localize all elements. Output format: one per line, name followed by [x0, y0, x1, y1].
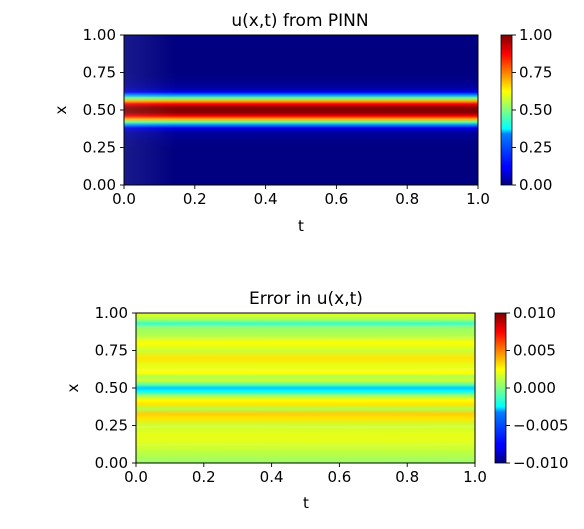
- error-y-label: x: [64, 383, 82, 392]
- error-streaks: [135, 324, 476, 462]
- x-tick-label: 0.4: [254, 190, 278, 208]
- y-tick-label: 0.00: [83, 176, 116, 194]
- error-streak: [135, 354, 476, 358]
- y-tick-label: 0.75: [95, 342, 128, 360]
- colorbar-tick-label: 0.50: [519, 101, 552, 119]
- u-heatmap-edge-shade: [124, 35, 478, 185]
- y-tick-label: 0.25: [95, 417, 128, 435]
- y-tick-label: 0.50: [83, 101, 116, 119]
- colorbar-tick-label: 0.00: [519, 176, 552, 194]
- x-tick-label: 0.2: [183, 190, 207, 208]
- error-panel: Error in u(x,t) 0.0 0.2 0.4 0.6 0.8 1.0 0.000…: [64, 289, 569, 512]
- error-streak: [135, 411, 476, 415]
- u-x-ticks: 0.0 0.2 0.4 0.6 0.8 1.0: [112, 185, 490, 208]
- colorbar-tick-label: 0.75: [519, 64, 552, 82]
- y-tick-label: 0.00: [95, 454, 128, 472]
- x-tick-label: 1.0: [466, 190, 490, 208]
- colorbar-tick-label: 0.25: [519, 139, 552, 157]
- x-tick-label: 0.6: [324, 190, 348, 208]
- u-y-ticks: 0.00 0.25 0.50 0.75 1.00: [83, 26, 124, 194]
- y-tick-label: 0.75: [83, 64, 116, 82]
- error-streak: [135, 424, 476, 429]
- x-tick-label: 0.0: [124, 468, 148, 486]
- error-streak: [135, 324, 476, 328]
- colorbar-tick-label: 1.00: [519, 26, 552, 44]
- error-streak: [135, 393, 476, 397]
- error-x-ticks: 0.0 0.2 0.4 0.6 0.8 1.0: [124, 463, 487, 486]
- error-streak: [135, 442, 476, 447]
- colorbar-tick-label: 0.005: [513, 342, 556, 360]
- u-panel: u(x,t) from PINN 0.0 0.2 0.4 0.6 0.8 1.0 0.00…: [52, 11, 552, 235]
- x-tick-label: 0.8: [395, 468, 419, 486]
- error-x-label: t: [303, 494, 309, 512]
- colorbar-tick-label: −0.010: [513, 454, 569, 472]
- x-tick-label: 0.2: [192, 468, 216, 486]
- error-streak: [135, 367, 476, 372]
- error-colorbar: [494, 312, 507, 464]
- error-title: Error in u(x,t): [249, 289, 363, 309]
- error-y-ticks: 0.00 0.25 0.50 0.75 1.00: [95, 304, 136, 472]
- error-streak: [135, 336, 476, 340]
- y-tick-label: 1.00: [95, 304, 128, 322]
- x-tick-label: 0.4: [260, 468, 284, 486]
- colorbar-tick-label: 0.010: [513, 304, 556, 322]
- error-heatmap: [136, 313, 475, 463]
- y-tick-label: 0.50: [95, 379, 128, 397]
- u-colorbar: [500, 34, 513, 186]
- x-tick-label: 0.0: [112, 190, 136, 208]
- colorbar-tick-label: 0.000: [513, 379, 556, 397]
- u-colorbar-ticks: 0.00 0.25 0.50 0.75 1.00: [512, 26, 552, 194]
- y-tick-label: 1.00: [83, 26, 116, 44]
- x-tick-label: 1.0: [463, 468, 487, 486]
- error-colorbar-ticks: 0.010 0.005 0.000 −0.005 −0.010: [506, 304, 569, 472]
- u-x-label: t: [298, 217, 304, 235]
- x-tick-label: 0.6: [327, 468, 351, 486]
- y-tick-label: 0.25: [83, 139, 116, 157]
- x-tick-label: 0.8: [395, 190, 419, 208]
- u-y-label: x: [52, 105, 70, 114]
- colorbar-tick-label: −0.005: [513, 417, 569, 435]
- error-streak: [135, 457, 476, 462]
- u-title: u(x,t) from PINN: [231, 11, 368, 31]
